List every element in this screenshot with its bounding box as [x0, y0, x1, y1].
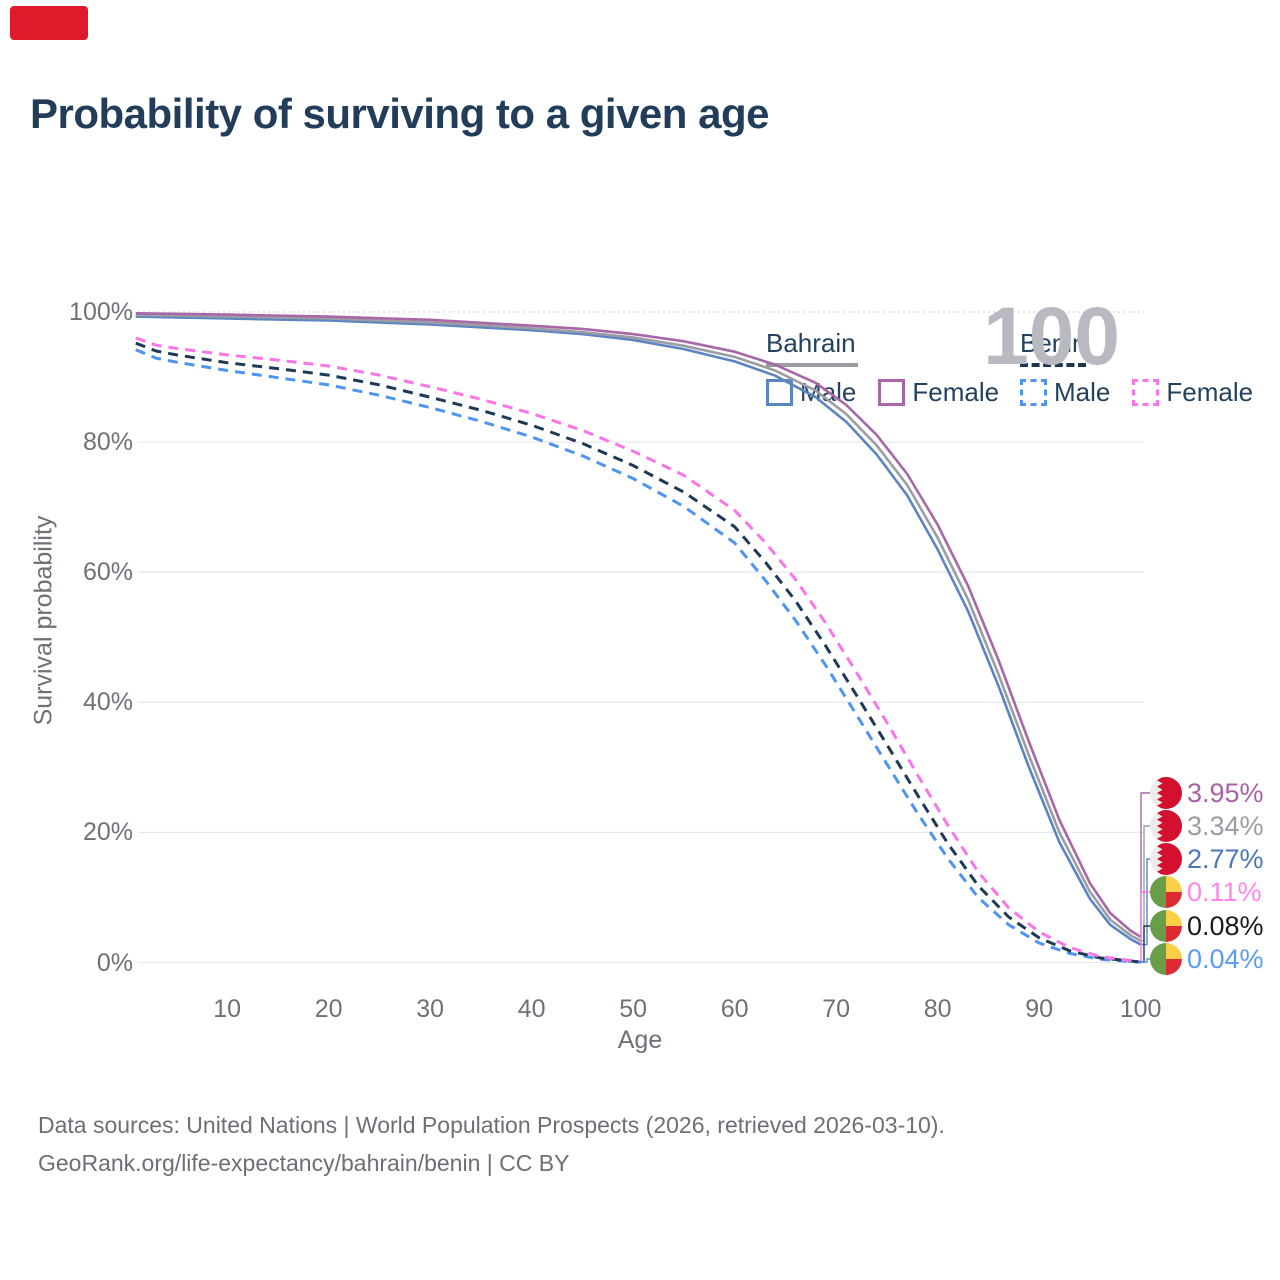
legend-items-benin: Male Female: [1020, 377, 1275, 408]
end-label-icon-benin_both: [1150, 910, 1182, 942]
legend-swatch-bahrain-male: [766, 379, 793, 406]
x-tick-label-60: 60: [720, 995, 749, 1023]
end-label-value-bahrain_female: 3.95%: [1187, 778, 1264, 808]
series-line-benin_both[interactable]: [135, 341, 1141, 964]
x-tick-label-40: 40: [517, 995, 546, 1023]
y-tick-label-60: 60%: [82, 558, 133, 587]
x-tick-label-90: 90: [1025, 995, 1053, 1023]
footer-sources-line: Data sources: United Nations | World Pop…: [38, 1112, 945, 1138]
y-tick-label-20: 20%: [82, 818, 133, 847]
end-label-value-benin_both: 0.08%: [1187, 911, 1264, 941]
footer: Data sources: United Nations | World Pop…: [38, 1106, 945, 1182]
legend-item-bahrain-female[interactable]: Female: [878, 377, 999, 408]
legend-item-benin-female[interactable]: Female: [1132, 377, 1253, 408]
legend-item-label: Male: [1054, 377, 1111, 407]
end-label-value-benin_male: 0.04%: [1187, 944, 1264, 974]
legend-swatch-bahrain-female: [878, 379, 906, 406]
end-label-value-bahrain_both: 3.34%: [1187, 811, 1264, 841]
end-label-icon-benin_female: [1150, 876, 1182, 908]
legend-item-label: Female: [1166, 377, 1254, 407]
chart-canvas[interactable]: [0, 0, 1280, 1080]
legend-items-bahrain: Male Female: [766, 377, 1021, 408]
y-tick-label-80: 80%: [82, 428, 133, 457]
end-label-icon-bahrain_both: [1150, 810, 1182, 842]
x-tick-label-80: 80: [923, 995, 952, 1023]
benin-flag-icon: [1150, 876, 1182, 908]
age-watermark: 100: [983, 291, 1120, 382]
legend-swatch-benin-female: [1132, 379, 1160, 406]
bahrain-flag-banner: [10, 6, 88, 40]
footer-attribution-line: GeoRank.org/life-expectancy/bahrain/beni…: [38, 1150, 570, 1176]
legend-item-bahrain-male[interactable]: Male: [766, 377, 856, 408]
series-line-benin_male[interactable]: [135, 348, 1141, 964]
bahrain-flag-icon: [1150, 843, 1182, 875]
legend-item-label: Female: [912, 377, 1000, 407]
series-line-bahrain_both[interactable]: [135, 313, 1142, 942]
end-label-connector-benin_male: [1138, 958, 1151, 963]
end-label-icon-bahrain_female: [1150, 777, 1182, 809]
x-tick-label-50: 50: [619, 995, 648, 1023]
legend-group-bahrain: Bahrain Male Female: [766, 328, 1021, 408]
legend-group-benin: Benin Male Female: [1020, 328, 1275, 408]
legend-group-title-benin[interactable]: Benin: [1020, 328, 1087, 358]
benin-flag-icon: [1150, 910, 1182, 942]
series-line-bahrain_female[interactable]: [135, 312, 1142, 938]
end-label-connector-bahrain_male: [1138, 858, 1151, 946]
x-tick-label-10: 10: [213, 995, 242, 1023]
bahrain-flag-icon: [1150, 777, 1182, 809]
y-axis-title: Survival probability: [29, 515, 58, 726]
bahrain-flag-icon: [1150, 810, 1182, 842]
x-tick-label-70: 70: [822, 995, 851, 1023]
legend-swatch-benin-male: [1020, 379, 1047, 406]
x-tick-label-100: 100: [1119, 995, 1162, 1023]
end-label-value-bahrain_male: 2.77%: [1187, 844, 1264, 874]
y-tick-label-100: 100%: [69, 298, 133, 326]
series-line-bahrain_male[interactable]: [135, 315, 1142, 946]
end-label-connector-bahrain_female: [1138, 792, 1151, 938]
x-axis-title: Age: [617, 1026, 663, 1054]
y-tick-label-0: 0%: [96, 948, 133, 977]
end-label-icon-bahrain_male: [1150, 843, 1182, 875]
x-tick-label-30: 30: [416, 995, 445, 1023]
page-title: Probability of surviving to a given age: [30, 90, 769, 137]
legend-group-title-bahrain[interactable]: Bahrain: [766, 328, 856, 358]
series-line-benin_female[interactable]: [135, 336, 1141, 964]
legend-item-benin-male[interactable]: Male: [1020, 377, 1110, 408]
legend-underline-bahrain: [766, 363, 858, 367]
y-tick-label-40: 40%: [82, 688, 133, 717]
end-label-icon-benin_male: [1150, 943, 1182, 975]
x-tick-label-20: 20: [314, 995, 343, 1023]
end-label-value-benin_female: 0.11%: [1187, 877, 1262, 907]
benin-flag-icon: [1150, 943, 1182, 975]
legend-underline-benin: [1020, 363, 1086, 367]
